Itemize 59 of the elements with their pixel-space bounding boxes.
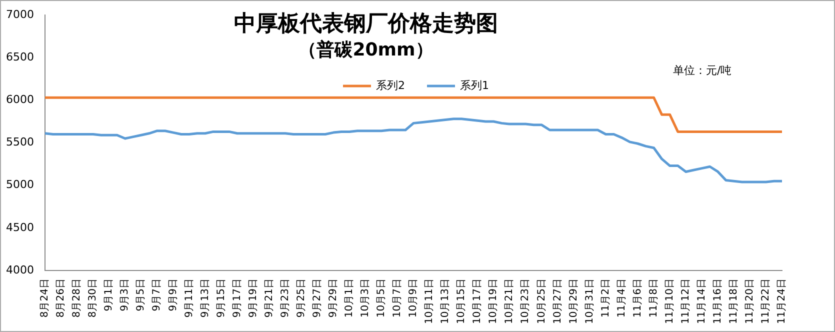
x-tick-label: 9月5日 <box>136 278 147 312</box>
x-tick-label: 11月16日 <box>712 278 724 324</box>
x-tick-label: 10月7日 <box>392 278 404 318</box>
x-tick-label: 8月28日 <box>72 278 83 318</box>
x-tick-label: 9月23日 <box>280 278 291 318</box>
x-tick-label: 11月22日 <box>760 278 772 324</box>
x-tick-label: 10月1日 <box>344 278 356 318</box>
y-tick-label: 4000 <box>6 263 34 276</box>
x-tick-label: 10月23日 <box>520 278 532 324</box>
y-tick-label: 6000 <box>6 93 34 106</box>
x-tick-label: 9月17日 <box>232 278 243 318</box>
y-tick-label: 4500 <box>6 220 34 234</box>
y-tick-label: 6500 <box>6 50 34 64</box>
legend-label: 系列1 <box>460 78 489 92</box>
x-tick-label: 10月9日 <box>408 278 420 318</box>
x-tick-label: 11月20日 <box>744 278 756 324</box>
x-tick-label: 10月15日 <box>456 278 468 324</box>
x-tick-label: 11月12日 <box>680 278 692 324</box>
x-tick-label: 9月21日 <box>264 278 275 318</box>
y-tick-label: 7000 <box>6 8 34 21</box>
x-tick-label: 11月18日 <box>728 278 740 324</box>
x-tick-label: 11月4日 <box>616 278 628 318</box>
x-tick-label: 9月19日 <box>248 278 259 318</box>
x-tick-label: 10月17日 <box>472 278 484 324</box>
x-tick-label: 10月5日 <box>376 278 388 318</box>
x-tick-label: 9月15日 <box>216 278 227 318</box>
x-tick-label: 9月1日 <box>104 278 115 312</box>
x-tick-label: 9月29日 <box>328 278 339 318</box>
x-tick-label: 10月31日 <box>584 278 596 324</box>
chart-title: 中厚板代表钢厂价格走势图 <box>234 12 498 37</box>
x-tick-label: 10月19日 <box>488 278 500 324</box>
x-tick-label: 11月6日 <box>632 278 644 318</box>
x-tick-label: 10月13日 <box>440 278 452 324</box>
x-tick-label: 10月21日 <box>504 278 516 324</box>
x-tick-label: 8月26日 <box>56 278 67 318</box>
x-tick-label: 9月11日 <box>184 278 195 318</box>
x-tick-label: 11月10日 <box>664 278 676 324</box>
x-tick-label: 11月24日 <box>776 278 788 324</box>
x-tick-label: 9月3日 <box>120 278 131 312</box>
x-tick-label: 10月3日 <box>360 278 372 318</box>
y-tick-label: 5500 <box>6 136 34 149</box>
annotation: 单位：元/吨 <box>673 64 732 77</box>
x-tick-label: 10月29日 <box>568 278 580 324</box>
x-tick-label: 11月14日 <box>696 278 708 324</box>
x-tick-label: 10月11日 <box>424 278 436 324</box>
x-tick-label: 11月2日 <box>600 278 612 318</box>
text: （普碳20mm） <box>298 40 434 61</box>
x-tick-label: 9月9日 <box>168 278 179 312</box>
legend-label: 系列2 <box>376 78 405 92</box>
x-tick-label: 9月7日 <box>152 278 163 312</box>
y-tick-label: 5000 <box>6 178 34 192</box>
x-tick-label: 8月30日 <box>88 278 99 318</box>
x-tick-label: 8月24日 <box>40 278 51 318</box>
x-tick-label: 10月27日 <box>552 278 564 324</box>
x-tick-label: 10月25日 <box>536 278 548 324</box>
x-tick-label: 9月27日 <box>312 278 323 318</box>
x-tick-label: 9月13日 <box>200 278 211 318</box>
x-tick-label: 11月8日 <box>648 278 660 318</box>
x-tick-label: 9月25日 <box>296 278 307 318</box>
